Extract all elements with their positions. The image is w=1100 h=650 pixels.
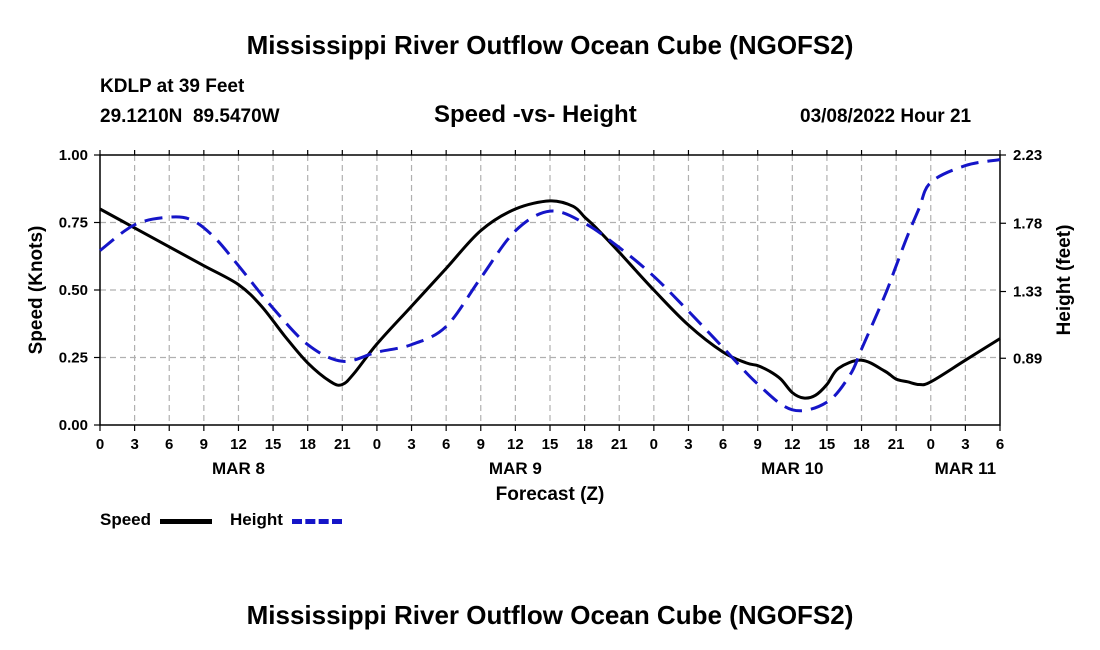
station-latitude: 29.1210N xyxy=(100,106,183,127)
x-tick-label: 15 xyxy=(265,436,282,453)
legend-height-swatch xyxy=(292,519,342,524)
x-tick-label: 15 xyxy=(542,436,559,453)
x-day-label: MAR 11 xyxy=(935,459,996,478)
page-title: Mississippi River Outflow Ocean Cube (NG… xyxy=(246,30,854,60)
station-coordinates: 29.1210N 89.5470W xyxy=(100,106,280,128)
station-longitude: 89.5470W xyxy=(192,106,280,127)
grid-layer xyxy=(100,155,1000,425)
x-tick-label: 21 xyxy=(611,436,628,453)
x-tick-label: 0 xyxy=(96,436,104,453)
x-tick-label: 0 xyxy=(650,436,658,453)
x-axis-label: Forecast (Z) xyxy=(496,484,605,505)
x-tick-label: 21 xyxy=(334,436,351,453)
x-tick-label: 9 xyxy=(200,436,208,453)
y2-tick-label: 1.33 xyxy=(1013,284,1042,301)
x-tick-label: 6 xyxy=(165,436,173,453)
x-tick-label: 18 xyxy=(576,436,593,453)
x-day-label: MAR 8 xyxy=(212,459,265,478)
y-tick-label: 0.00 xyxy=(59,417,88,434)
x-tick-label: 9 xyxy=(754,436,762,453)
x-tick-label: 18 xyxy=(299,436,316,453)
y2-tick-label: 0.89 xyxy=(1013,350,1042,367)
x-tick-label: 3 xyxy=(407,436,415,453)
legend-speed-swatch xyxy=(160,519,212,524)
x-tick-label: 3 xyxy=(684,436,692,453)
legend-height-label: Height xyxy=(230,510,283,529)
x-day-label: MAR 9 xyxy=(489,459,542,478)
footer-title: Mississippi River Outflow Ocean Cube (NG… xyxy=(246,600,854,630)
x-tick-label: 3 xyxy=(961,436,969,453)
x-tick-label: 18 xyxy=(853,436,870,453)
x-tick-label: 12 xyxy=(230,436,247,453)
forecast-datetime: 03/08/2022 Hour 21 xyxy=(800,106,972,127)
y-axis-label: Speed (Knots) xyxy=(26,226,47,355)
y-tick-label: 0.75 xyxy=(59,215,88,232)
x-day-label: MAR 10 xyxy=(761,459,823,478)
y2-tick-label: 1.78 xyxy=(1013,215,1042,232)
y2-tick-label: 2.23 xyxy=(1013,147,1042,164)
y-tick-label: 0.50 xyxy=(59,282,88,299)
station-name: KDLP at 39 Feet xyxy=(100,76,245,97)
x-tick-label: 6 xyxy=(719,436,727,453)
height-series-line xyxy=(99,158,1001,413)
x-tick-label: 9 xyxy=(477,436,485,453)
x-tick-label: 12 xyxy=(784,436,801,453)
x-tick-label: 12 xyxy=(507,436,524,453)
y2-axis-label: Height (feet) xyxy=(1054,225,1075,336)
x-tick-label: 0 xyxy=(373,436,381,453)
x-tick-label: 15 xyxy=(819,436,836,453)
x-tick-label: 6 xyxy=(442,436,450,453)
x-tick-label: 0 xyxy=(927,436,935,453)
legend-speed-label: Speed xyxy=(100,510,152,529)
speed-series-line xyxy=(99,199,1001,400)
x-tick-label: 6 xyxy=(996,436,1004,453)
x-tick-label: 21 xyxy=(888,436,905,453)
chart-subtitle: Speed -vs- Height xyxy=(434,101,637,128)
x-tick-label: 3 xyxy=(130,436,138,453)
y-tick-label: 1.00 xyxy=(59,147,88,164)
axis-layer: 0 3 6 9 12 15 18 21 0 3 6 9 12 15 18 21 0 3 6 9 12 15 18 21 0 3 6M… xyxy=(59,147,1042,478)
series-layer xyxy=(99,158,1001,413)
y-tick-label: 0.25 xyxy=(59,350,88,367)
